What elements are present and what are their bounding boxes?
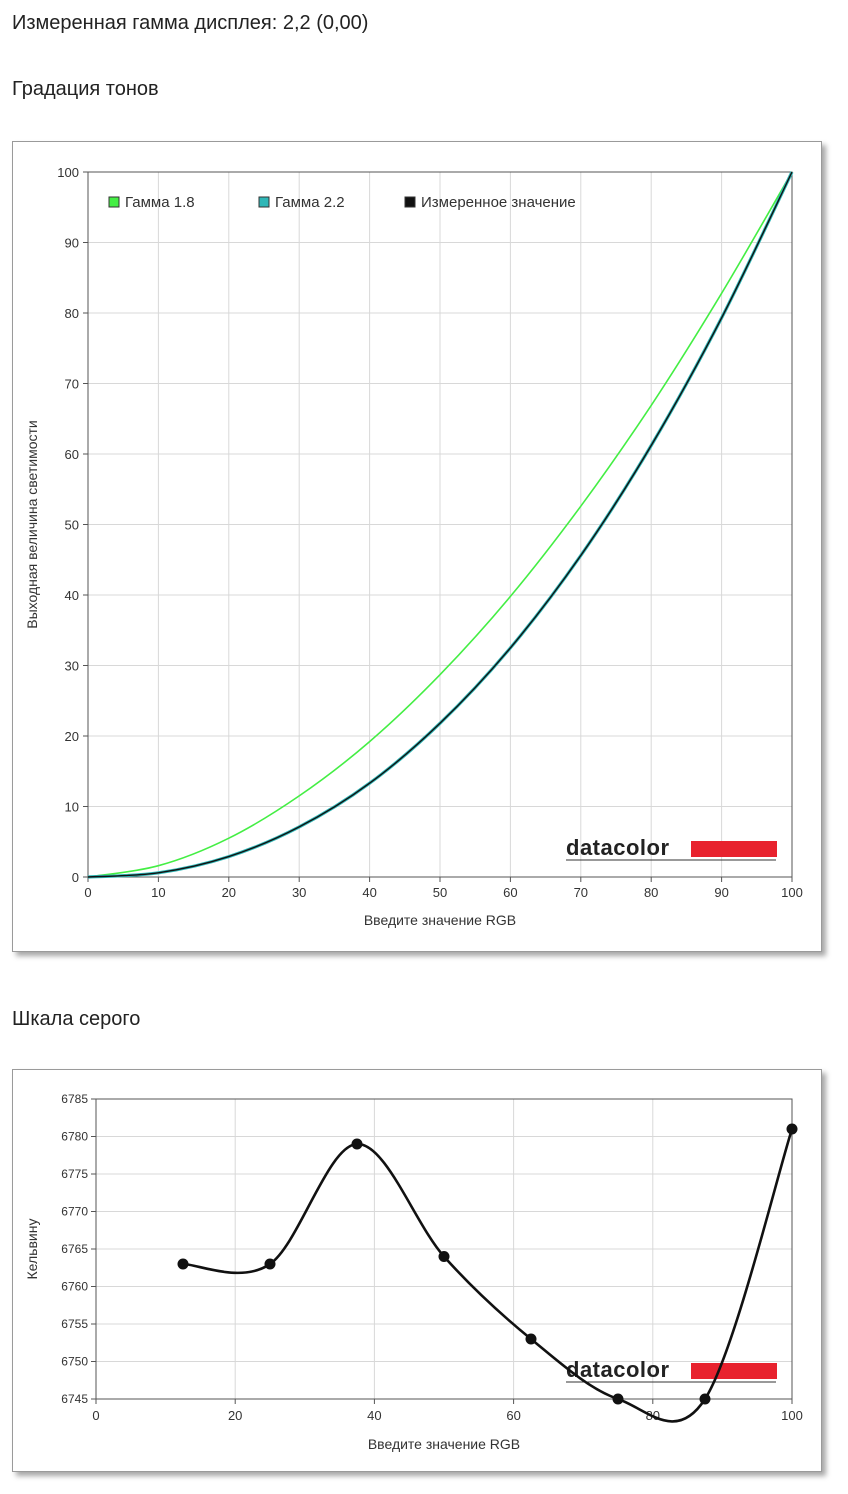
grayscale-chart: 0 20 40 60 80 1006745675067556760676567706775… <box>24 1092 803 1452</box>
x-tick-label: 70 <box>574 885 588 900</box>
y-tick-label: 40 <box>65 588 79 603</box>
data-point <box>351 1138 363 1150</box>
y-tick-label: 50 <box>65 518 79 533</box>
legend-swatch-2 <box>258 196 270 208</box>
x-tick-label: 50 <box>433 885 447 900</box>
y-axis-label: Выходная величина светимости <box>24 420 40 628</box>
x-tick-label: 20 <box>222 885 236 900</box>
datacolor-logo-2-text: datacolor <box>566 1357 670 1382</box>
y-tick-label: 80 <box>65 306 79 321</box>
datacolor-logo-bar <box>691 841 777 857</box>
x-tick-label: 100 <box>781 885 803 900</box>
grayscale-chart-frame: 0 20 40 60 80 100 6745 6750 6755 6760 6765 6770 6775… <box>12 1069 822 1472</box>
legend-label-3: Измеренное значение <box>421 194 576 211</box>
y-tick-label: 6780 <box>61 1130 88 1144</box>
data-point <box>786 1123 798 1135</box>
y-tick-label: 90 <box>65 236 79 251</box>
data-point <box>612 1393 624 1405</box>
y-tick-label: 6770 <box>61 1205 88 1219</box>
data-point <box>525 1333 537 1345</box>
datacolor-logo-text: datacolor <box>566 835 670 860</box>
y-tick-label: 6750 <box>61 1355 88 1369</box>
y-tick-label: 6760 <box>61 1280 88 1294</box>
legend-swatch-3 <box>404 196 416 208</box>
legend-label-1: Гамма 1.8 <box>125 194 195 211</box>
datacolor-logo-2-bar <box>691 1363 777 1379</box>
x-axis-label: Введите значение RGB <box>368 1436 520 1452</box>
x-tick-label: 20 <box>228 1408 242 1423</box>
measured-gamma-text: Измеренная гамма дисплея: 2,2 (0,00) <box>12 12 369 34</box>
y-tick-label: 0 <box>72 870 79 885</box>
data-point <box>699 1393 711 1405</box>
data-point <box>264 1258 276 1270</box>
x-tick-label: 60 <box>503 885 517 900</box>
x-tick-label: 80 <box>644 885 658 900</box>
x-axis-label: Введите значение RGB <box>364 912 516 928</box>
y-tick-label: 6755 <box>61 1317 88 1331</box>
y-tick-label: 10 <box>65 800 79 815</box>
x-tick-label: 0 <box>84 885 91 900</box>
x-tick-label: 40 <box>362 885 376 900</box>
x-tick-label: 60 <box>506 1408 520 1423</box>
legend-swatch-1 <box>108 196 120 208</box>
y-tick-label: 6765 <box>61 1242 88 1256</box>
x-tick-label: 30 <box>292 885 306 900</box>
series-line-1 <box>87 171 793 878</box>
plot-area-border <box>87 171 793 878</box>
tone-gradation-title: Градация тонов <box>12 78 159 100</box>
y-tick-label: 100 <box>57 165 79 180</box>
y-tick-label: 6775 <box>61 1167 88 1181</box>
y-tick-label: 70 <box>65 377 79 392</box>
grayscale-title: Шкала серого <box>12 1008 141 1030</box>
x-tick-label: 10 <box>151 885 165 900</box>
y-tick-label: 6745 <box>61 1392 88 1406</box>
y-tick-label: 30 <box>65 659 79 674</box>
legend-label-2: Гамма 2.2 <box>275 194 345 211</box>
y-tick-label: 20 <box>65 729 79 744</box>
tone-chart: 0 10 20 30 40 50 60 70 80 90 100 0 10 20 30 40 50 60 70 80 9… <box>24 165 803 928</box>
data-point <box>177 1258 189 1270</box>
kelvin-line <box>182 1128 794 1423</box>
x-tick-label: 0 <box>92 1408 99 1423</box>
y-tick-label: 6785 <box>61 1092 88 1106</box>
x-tick-label: 90 <box>714 885 728 900</box>
y-tick-label: 60 <box>65 447 79 462</box>
y-axis-label: Кельвину <box>24 1219 40 1280</box>
x-tick-label: 40 <box>367 1408 381 1423</box>
series-line-3 <box>87 171 793 878</box>
tone-chart-frame: 0 10 20 30 40 50 60 70 80 90 100 0 10 20 30 40 50 60 70 80 9… <box>12 141 822 952</box>
data-point <box>438 1251 450 1262</box>
plot-area-border <box>95 1098 793 1400</box>
x-tick-label: 100 <box>781 1408 803 1423</box>
